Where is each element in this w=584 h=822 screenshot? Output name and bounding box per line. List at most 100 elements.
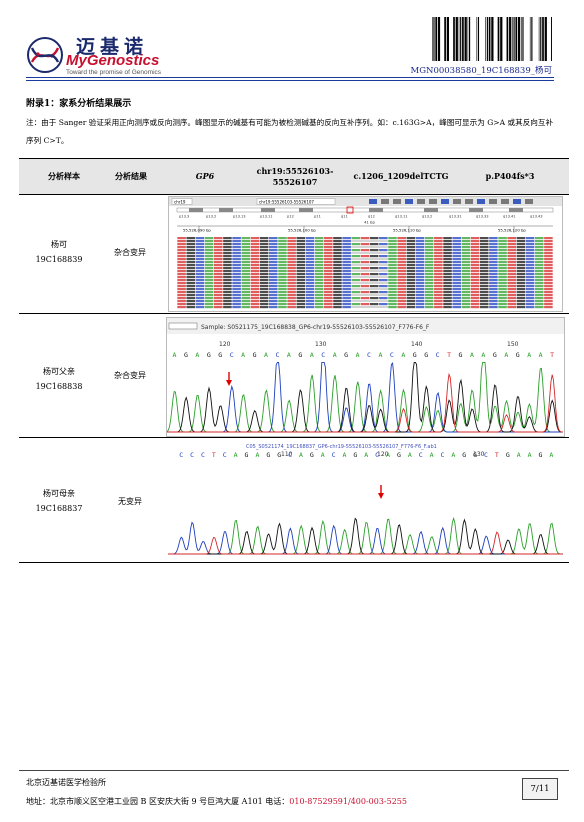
igv-read-base [259,285,269,288]
igv-read-base [186,267,196,270]
igv-read-base [534,267,544,270]
igv-read-base [479,261,489,264]
igv-tool-icon[interactable] [513,199,521,204]
igv-read-base [397,300,406,303]
igv-tool-icon[interactable] [453,199,461,204]
igv-read-base [525,273,535,276]
barcode-bar [509,17,512,61]
trace-T [168,531,563,555]
igv-read-base [498,246,507,249]
igv-read-base [269,255,278,258]
igv-read-base [424,273,434,276]
igv-read-base [342,306,351,309]
igv-tool-icon[interactable] [465,199,473,204]
igv-read-base [296,255,306,258]
igv-read-base [534,282,544,285]
igv-read-base [388,306,397,309]
base-call: A [528,451,532,459]
igv-read-base [470,282,480,285]
base-call: C [484,451,488,459]
igv-read-base [204,303,214,306]
igv-read-base [507,240,517,243]
igv-read-base [213,291,223,294]
igv-read-base [241,240,251,243]
igv-chrom-select[interactable] [171,198,193,205]
base-call: T [212,451,216,459]
igv-read-base [296,261,306,264]
phone-number: 010-87529591/400-003-5255 [289,797,407,806]
base-call: C [288,451,292,459]
scroll-slider[interactable] [168,322,198,330]
igv-read-base [470,300,480,303]
igv-read-base [397,252,406,255]
igv-band-label: p13.2 [206,215,216,219]
igv-read-base [250,261,260,264]
igv-read-base [223,303,232,306]
igv-tool-icon[interactable] [369,199,377,204]
igv-read-base [452,240,461,243]
igv-read-base [534,270,544,273]
igv-read-base [424,297,434,300]
igv-read-base [489,261,498,264]
igv-tool-icon[interactable] [525,199,533,204]
igv-read-base [544,264,553,267]
igv-locus-input[interactable] [256,198,336,205]
igv-tool-icon[interactable] [417,199,425,204]
igv-read-base [424,249,434,252]
igv-read-base [287,267,296,270]
igv-read-base [415,270,425,273]
igv-read-base [305,276,315,279]
igv-read-base [516,264,526,267]
igv-read-base [314,246,324,249]
igv-read-base [443,276,452,279]
igv-read-base [461,240,471,243]
igv-read-base [259,246,269,249]
igv-read-base [489,276,498,279]
igv-read-base [278,246,287,249]
igv-read-base [388,288,397,291]
igv-read-base [213,243,223,246]
igv-tool-icon[interactable] [489,199,497,204]
table-header [19,159,569,194]
igv-read-base [489,246,498,249]
igv-tool-icon[interactable] [501,199,509,204]
igv-band-label: q13.43 [530,215,543,219]
igv-read-base [516,240,526,243]
igv-read-base [534,300,544,303]
igv-read-base [397,303,406,306]
base-call: G [516,351,520,359]
igv-read-base [397,282,406,285]
igv-read-base [177,267,186,270]
igv-tool-icon[interactable] [441,199,449,204]
igv-read-base [452,255,461,258]
igv-read-base [424,267,434,270]
igv-read-base [250,303,260,306]
igv-read-base [305,306,315,309]
igv-tool-icon[interactable] [477,199,485,204]
igv-read-base [498,270,507,273]
igv-read-base [544,306,553,309]
lab-address: 地址：北京市顺义区空港工业园 B 区安庆大街 9 号巨鸿大厦 A101 电话：0… [26,796,407,807]
igv-read-base [259,291,269,294]
igv-read-base [250,237,260,240]
trace-A [168,516,563,555]
igv-read-base [287,249,296,252]
igv-read-base [223,261,232,264]
igv-tool-icon[interactable] [381,199,389,204]
igv-read-base [204,285,214,288]
igv-read-base [507,264,517,267]
igv-read-base [479,303,489,306]
igv-read-base [379,255,388,258]
igv-tool-icon[interactable] [429,199,437,204]
igv-read-base [470,255,480,258]
igv-read-base [544,294,553,297]
barcode-bar [476,17,478,61]
igv-read-base [369,243,379,246]
igv-read-base [507,306,517,309]
igv-read-base [195,279,205,282]
igv-read-base [314,258,324,261]
igv-tool-icon[interactable] [405,199,413,204]
igv-tool-icon[interactable] [393,199,401,204]
igv-read-base [498,297,507,300]
igv-read-base [195,243,205,246]
